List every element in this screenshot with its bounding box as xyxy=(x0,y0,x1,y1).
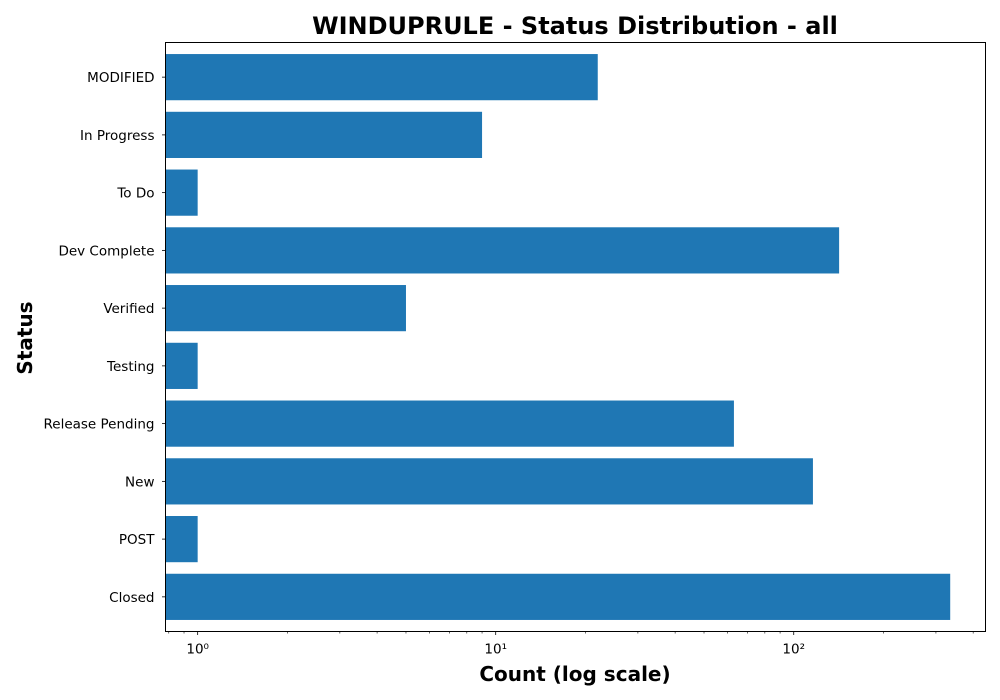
bar-closed xyxy=(165,573,951,620)
bar-to-do xyxy=(165,169,198,216)
bar-new xyxy=(165,458,813,505)
bar-release-pending xyxy=(165,400,734,447)
y-axis-label: Status xyxy=(13,301,37,374)
bar-in-progress xyxy=(165,111,483,158)
x-tick-label: 10² xyxy=(782,642,805,658)
y-tick-label: MODIFIED xyxy=(87,70,154,86)
ticks-layer: Closed POST New Release Pending Testing Verif… xyxy=(43,70,974,658)
x-tick-label: 10⁰ xyxy=(186,642,209,658)
bar-testing xyxy=(165,342,198,389)
y-tick-label: Verified xyxy=(103,301,154,317)
bar-post xyxy=(165,516,198,563)
plot-frame xyxy=(165,42,986,632)
y-tick-label: Dev Complete xyxy=(58,243,154,259)
y-tick-label: To Do xyxy=(116,186,154,202)
bar-dev-complete xyxy=(165,227,840,274)
bars-layer xyxy=(165,54,951,620)
y-tick-label: Release Pending xyxy=(43,417,154,433)
y-tick-label: In Progress xyxy=(80,128,154,144)
y-tick-label: New xyxy=(125,474,154,490)
y-tick-label: POST xyxy=(119,532,155,548)
x-axis-label: Count (log scale) xyxy=(479,662,670,686)
y-tick-label: Closed xyxy=(109,590,154,606)
bar-verified xyxy=(165,285,406,332)
x-tick-label: 10¹ xyxy=(484,642,507,658)
chart-title: WINDUPRULE - Status Distribution - all xyxy=(312,12,838,40)
y-tick-label: Testing xyxy=(106,359,154,375)
bar-modified xyxy=(165,54,598,101)
